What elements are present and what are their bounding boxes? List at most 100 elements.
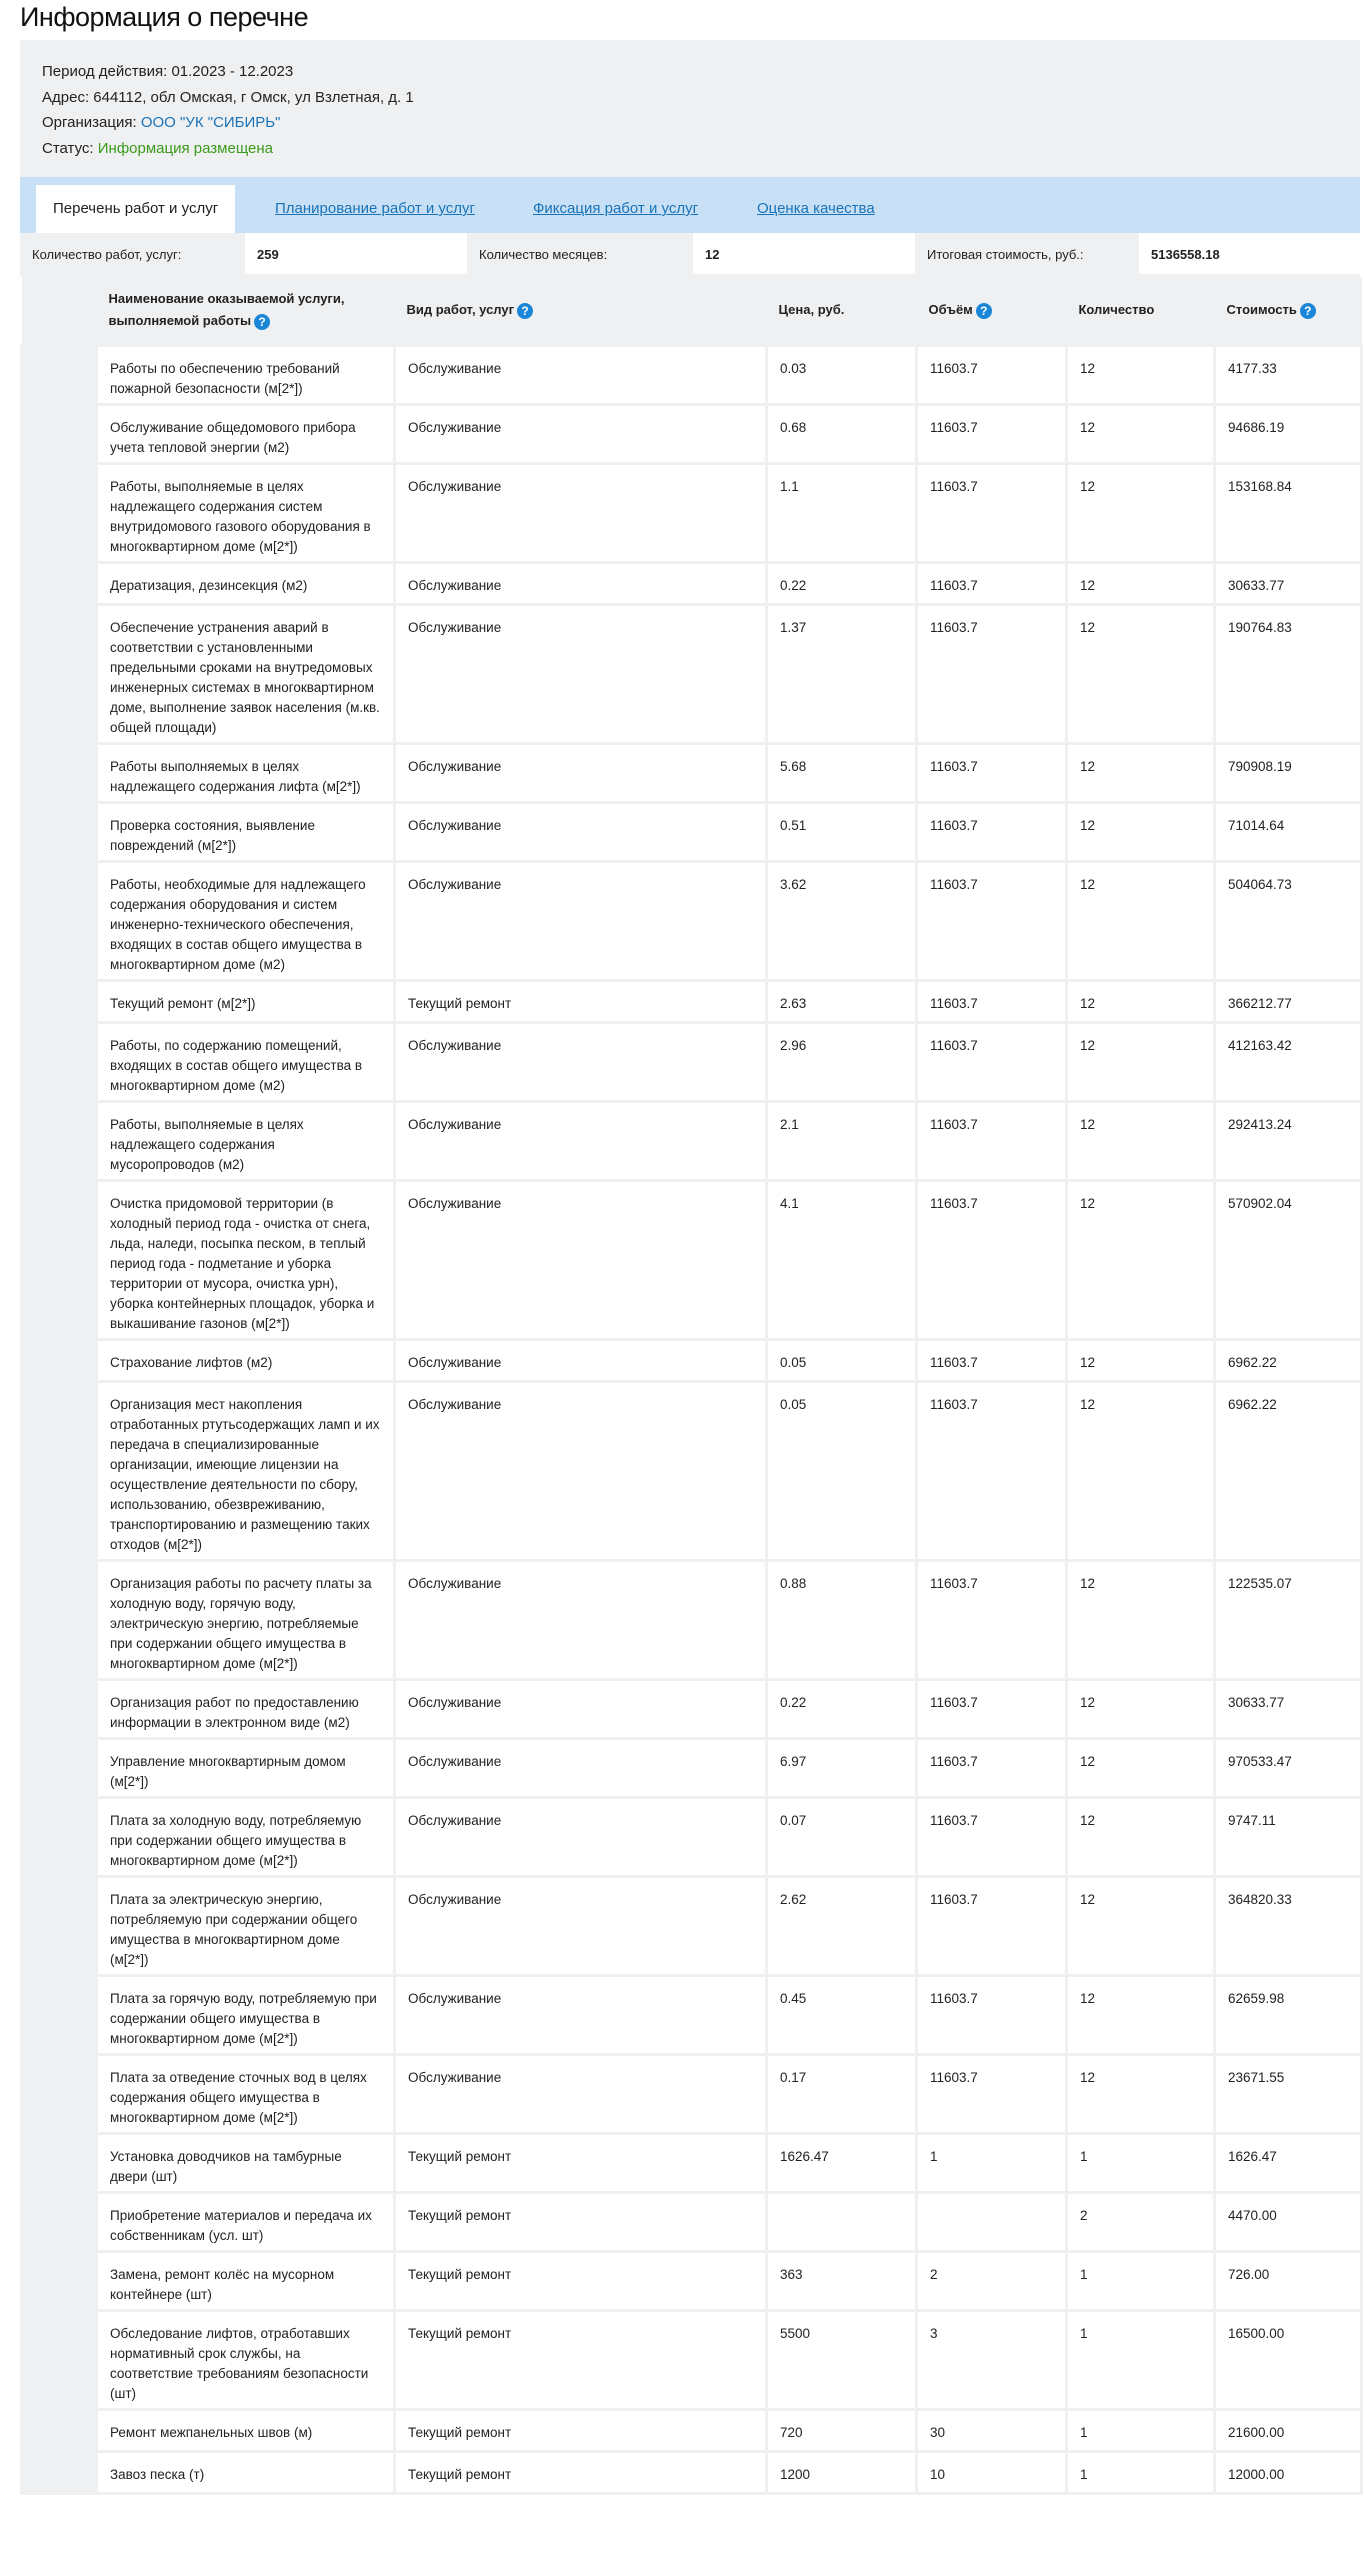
cell-cost: 4470.00 <box>1213 2190 1363 2253</box>
header-type: Вид работ, услуг? <box>394 277 767 345</box>
tab-quality[interactable]: Оценка качества <box>757 200 875 217</box>
cell-price: 2.62 <box>765 1874 918 1977</box>
table-row: Плата за электрическую энергию, потребля… <box>20 1874 1363 1977</box>
cell-price: 0.88 <box>765 1558 918 1681</box>
cell-type: Обслуживание <box>393 1973 768 2056</box>
table-row: Организация работы по расчету платы за х… <box>20 1558 1363 1681</box>
row-gutter <box>20 1795 98 1878</box>
header-cost-text: Стоимость <box>1226 302 1297 318</box>
header-name: Наименование оказываемой услуги, выполня… <box>96 277 395 345</box>
cell-quantity: 1 <box>1065 2407 1216 2453</box>
cell-type: Обслуживание <box>393 602 768 745</box>
table-row: Дератизация, дезинсекция (м2) Обслуживани… <box>20 560 1363 606</box>
cell-volume: 11603.7 <box>915 1099 1068 1182</box>
table-row: Установка доводчиков на тамбурные двери … <box>20 2131 1363 2194</box>
question-circle-icon[interactable]: ? <box>1299 302 1316 319</box>
cell-quantity: 1 <box>1065 2249 1216 2312</box>
table-row: Плата за холодную воду, потребляемую при… <box>20 1795 1363 1878</box>
cell-type: Обслуживание <box>393 1379 768 1562</box>
cell-quantity: 12 <box>1065 859 1216 982</box>
cell-type: Текущий ремонт <box>393 978 768 1024</box>
cell-quantity: 12 <box>1065 1736 1216 1799</box>
period-value: 01.2023 - 12.2023 <box>171 63 294 80</box>
cell-volume: 11603.7 <box>915 1020 1068 1103</box>
cell-cost: 4177.33 <box>1213 343 1363 406</box>
total-cost-label: Итоговая стоимость, руб.: <box>915 233 1139 277</box>
cell-volume: 30 <box>915 2407 1068 2453</box>
table-row: Управление многоквартирным домом (м[2*])… <box>20 1736 1363 1799</box>
question-circle-icon[interactable]: ? <box>975 302 992 319</box>
row-gutter <box>20 1337 98 1383</box>
question-circle-icon[interactable]: ? <box>254 313 271 330</box>
cell-volume: 3 <box>915 2308 1068 2411</box>
cell-price: 1626.47 <box>765 2131 918 2194</box>
cell-quantity: 12 <box>1065 1020 1216 1103</box>
table-row: Плата за отведение сточных вод в целях с… <box>20 2052 1363 2135</box>
works-table: Наименование оказываемой услуги, выполня… <box>20 277 1363 2495</box>
table-row: Проверка состояния, выявление повреждени… <box>20 800 1363 863</box>
cell-name: Работы, по содержанию помещений, входящи… <box>95 1020 396 1103</box>
cell-price: 720 <box>765 2407 918 2453</box>
table-header-row: Наименование оказываемой услуги, выполня… <box>21 277 1362 345</box>
cell-quantity: 1 <box>1065 2449 1216 2495</box>
row-gutter <box>20 1099 98 1182</box>
tab-works-list[interactable]: Перечень работ и услуг <box>36 185 236 233</box>
cell-cost: 504064.73 <box>1213 859 1363 982</box>
cell-volume: 11603.7 <box>915 859 1068 982</box>
organization-line: Организация: ООО "УК "СИБИРЬ" <box>42 110 1338 136</box>
cell-name: Обследование лифтов, отработавших нормат… <box>95 2308 396 2411</box>
cell-price: 1200 <box>765 2449 918 2495</box>
table-row: Плата за горячую воду, потребляемую при … <box>20 1973 1363 2056</box>
header-type-text: Вид работ, услуг <box>406 302 515 318</box>
cell-name: Замена, ремонт колёс на мусорном контейн… <box>95 2249 396 2312</box>
cell-name: Работы выполняемых в целях надлежащего с… <box>95 741 396 804</box>
cell-price: 4.1 <box>765 1178 918 1341</box>
table-row: Страхование лифтов (м2) Обслуживание 0.05 1… <box>20 1337 1363 1383</box>
row-gutter <box>20 1677 98 1740</box>
cell-quantity: 1 <box>1065 2131 1216 2194</box>
cell-type: Обслуживание <box>393 1020 768 1103</box>
tab-planning[interactable]: Планирование работ и услуг <box>275 200 475 217</box>
cell-cost: 62659.98 <box>1213 1973 1363 2056</box>
cell-type: Обслуживание <box>393 1099 768 1182</box>
cell-volume: 11603.7 <box>915 402 1068 465</box>
cell-quantity: 12 <box>1065 1558 1216 1681</box>
cell-cost: 412163.42 <box>1213 1020 1363 1103</box>
address-label: Адрес: <box>42 88 90 106</box>
organization-link[interactable]: ООО "УК "СИБИРЬ" <box>140 114 281 131</box>
status-line: Статус: Информация размещена <box>42 136 1338 162</box>
cell-cost: 94686.19 <box>1213 402 1363 465</box>
question-circle-icon[interactable]: ? <box>517 302 534 319</box>
table-row: Работы по обеспечению требований пожарно… <box>20 343 1363 406</box>
row-gutter <box>20 602 98 745</box>
row-gutter <box>20 560 98 606</box>
cell-price: 5500 <box>765 2308 918 2411</box>
tab-bar: Перечень работ и услуг Планирование рабо… <box>20 177 1360 233</box>
row-gutter <box>20 978 98 1024</box>
row-gutter <box>20 1558 98 1681</box>
cell-name: Текущий ремонт (м[2*]) <box>95 978 396 1024</box>
cell-volume <box>915 2190 1068 2253</box>
row-gutter <box>20 1379 98 1562</box>
cell-price: 0.22 <box>765 1677 918 1740</box>
row-gutter <box>20 2131 98 2194</box>
cell-quantity: 12 <box>1065 1677 1216 1740</box>
cell-name: Работы, необходимые для надлежащего соде… <box>95 859 396 982</box>
cell-type: Обслуживание <box>393 1677 768 1740</box>
row-gutter <box>20 1178 98 1341</box>
cell-type: Обслуживание <box>393 1874 768 1977</box>
cell-price: 0.68 <box>765 402 918 465</box>
cell-cost: 23671.55 <box>1213 2052 1363 2135</box>
cell-quantity: 12 <box>1065 1874 1216 1977</box>
cell-type: Обслуживание <box>393 1337 768 1383</box>
cell-quantity: 12 <box>1065 1099 1216 1182</box>
cell-name: Плата за холодную воду, потребляемую при… <box>95 1795 396 1878</box>
cell-volume: 11603.7 <box>915 1178 1068 1341</box>
cell-volume: 11603.7 <box>915 1337 1068 1383</box>
row-gutter <box>20 1736 98 1799</box>
cell-volume: 11603.7 <box>915 461 1068 564</box>
total-cost-value: 5136558.18 <box>1139 233 1360 277</box>
cell-price: 0.03 <box>765 343 918 406</box>
row-gutter <box>20 2308 98 2411</box>
tab-fixation[interactable]: Фиксация работ и услуг <box>533 200 699 217</box>
